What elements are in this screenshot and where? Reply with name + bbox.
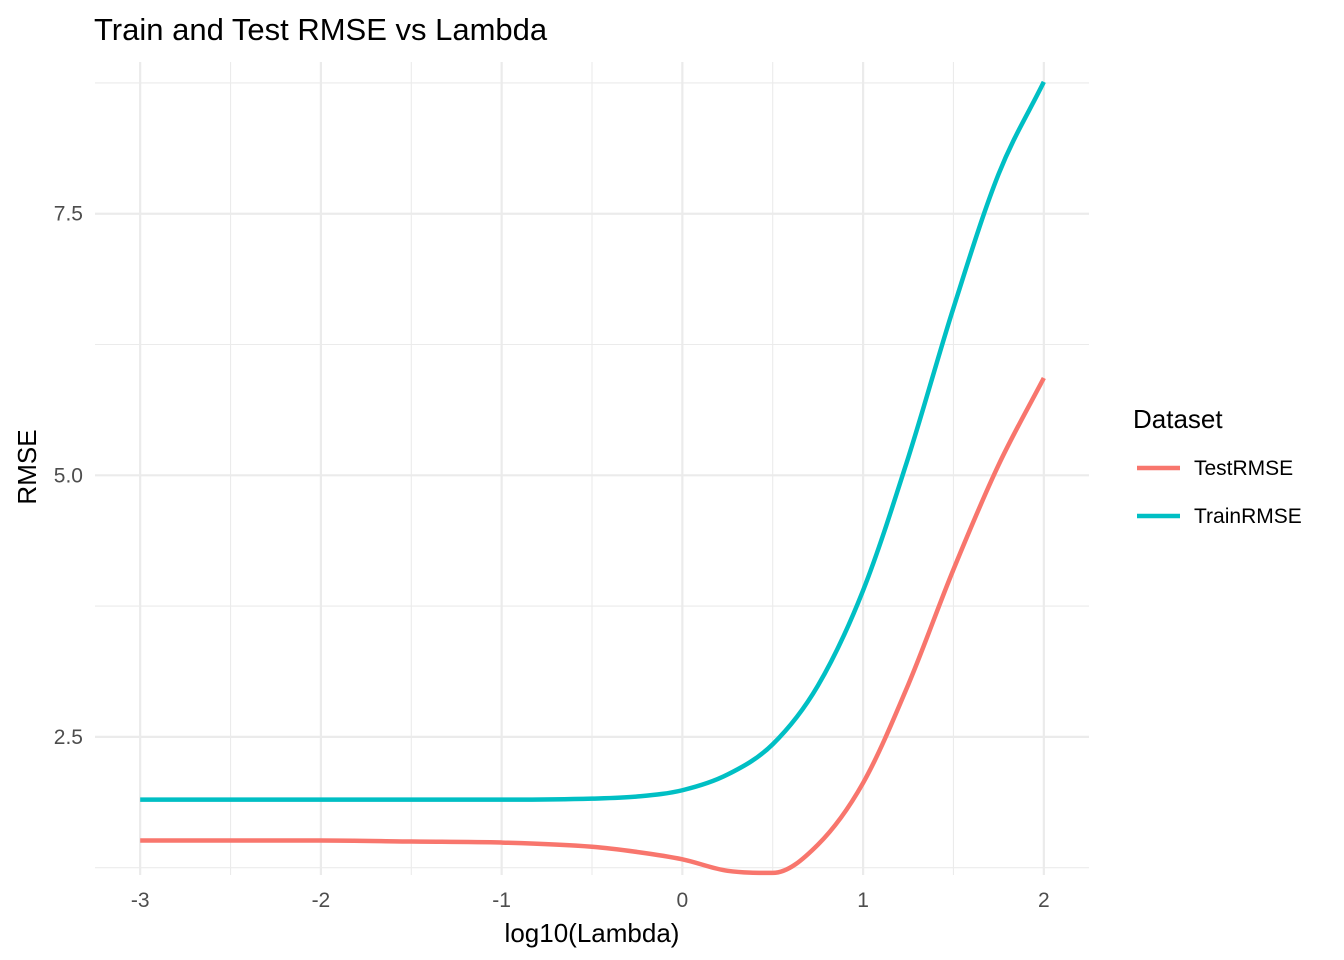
- legend: Dataset TestRMSE TrainRMSE: [1133, 404, 1302, 528]
- legend-label-testrmse: TestRMSE: [1194, 457, 1293, 480]
- y-axis-ticks: 2.5 5.0 7.5: [54, 203, 83, 749]
- x-tick-label: -3: [131, 889, 150, 912]
- chart-title: Train and Test RMSE vs Lambda: [94, 12, 548, 47]
- x-tick-label: 1: [857, 889, 869, 912]
- y-tick-label: 7.5: [54, 203, 83, 226]
- x-tick-label: -2: [312, 889, 331, 912]
- y-axis-title: RMSE: [12, 429, 42, 504]
- x-tick-label: 0: [677, 889, 689, 912]
- plot-gridlines: [95, 62, 1089, 875]
- series-line-trainrmse: [140, 80, 1046, 802]
- legend-title: Dataset: [1133, 404, 1223, 434]
- x-axis-title: log10(Lambda): [505, 918, 680, 948]
- y-tick-label: 2.5: [54, 726, 83, 749]
- x-axis-ticks: -3 -2 -1 0 1 2: [131, 889, 1050, 912]
- y-tick-label: 5.0: [54, 464, 83, 487]
- series-line-testrmse: [140, 376, 1046, 876]
- legend-label-trainrmse: TrainRMSE: [1194, 505, 1302, 528]
- x-tick-label: -1: [492, 889, 511, 912]
- legend-items: TestRMSE TrainRMSE: [1137, 457, 1302, 528]
- x-tick-label: 2: [1038, 889, 1050, 912]
- plot-series: [140, 80, 1046, 876]
